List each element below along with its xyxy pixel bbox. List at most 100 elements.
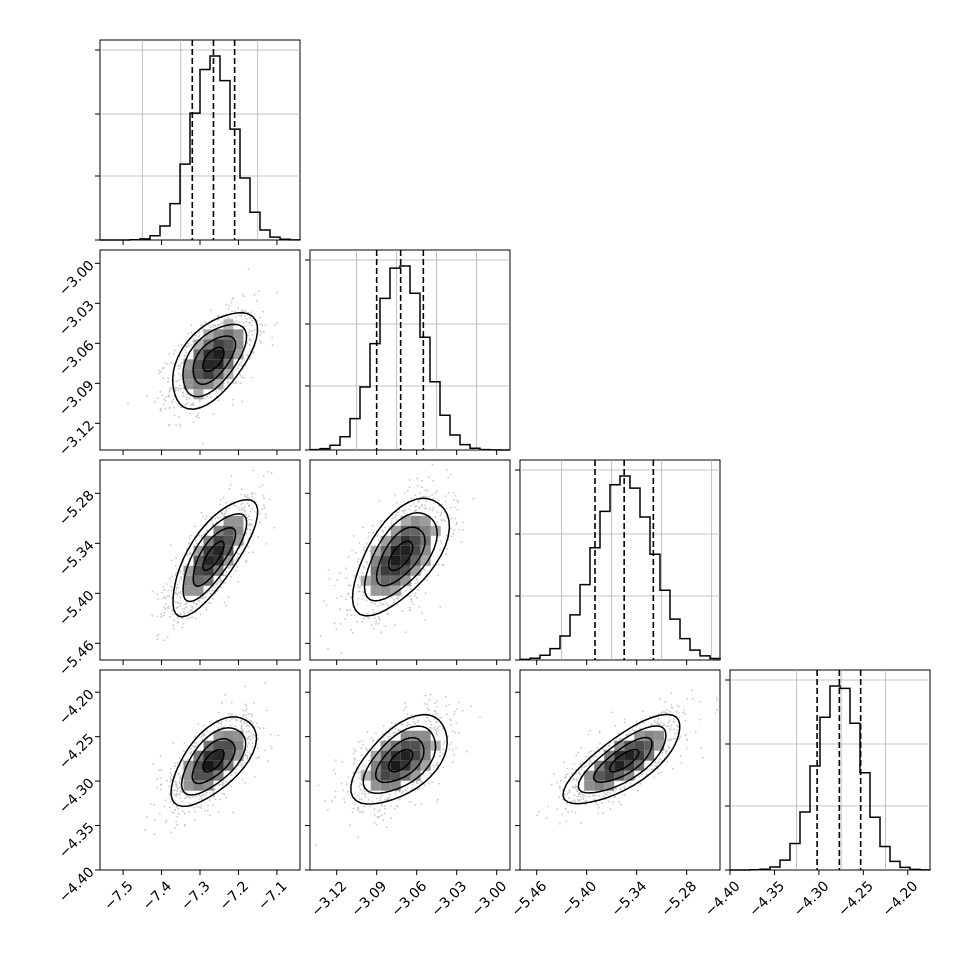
sample-point	[159, 784, 162, 786]
sample-point	[667, 721, 670, 724]
sample-point	[247, 334, 250, 337]
sample-point	[223, 574, 226, 576]
sample-point	[174, 564, 177, 567]
sample-point	[199, 806, 201, 809]
density-cell	[233, 349, 244, 360]
density-cell	[233, 750, 244, 761]
sample-point	[439, 605, 442, 608]
sample-point	[352, 752, 355, 755]
sample-point	[239, 373, 242, 376]
sample-point	[186, 402, 189, 404]
sample-point	[221, 792, 224, 795]
sample-point	[658, 760, 660, 763]
sample-point	[249, 529, 252, 532]
sample-point	[577, 793, 580, 796]
sample-point	[163, 639, 166, 642]
sample-point	[424, 694, 427, 697]
sample-point	[377, 622, 380, 625]
sample-point	[450, 535, 453, 538]
sample-point	[177, 389, 180, 392]
sample-point	[158, 813, 161, 815]
sample-point	[173, 374, 176, 377]
sample-point	[567, 772, 569, 775]
sample-point	[173, 619, 176, 622]
hist-panel-p2	[515, 459, 721, 665]
density-cell	[614, 770, 625, 781]
sample-point	[171, 559, 173, 562]
sample-point	[409, 608, 412, 611]
sample-point	[424, 500, 427, 502]
sample-point	[187, 611, 190, 614]
sample-point	[361, 620, 363, 623]
density-cell	[370, 780, 381, 791]
sample-point	[558, 785, 561, 788]
sample-point	[167, 377, 170, 380]
sample-point	[442, 753, 444, 756]
sample-point	[380, 805, 383, 807]
sample-point	[240, 719, 242, 722]
sample-point	[241, 400, 244, 403]
sample-point	[427, 709, 430, 711]
sample-point	[213, 589, 215, 592]
sample-point	[376, 797, 378, 800]
sample-point	[205, 515, 208, 517]
sample-point	[228, 487, 231, 490]
sample-point	[357, 809, 360, 812]
sample-point	[345, 577, 348, 579]
y-tick-label: −4.35	[56, 820, 98, 862]
sample-point	[410, 598, 412, 601]
sample-point	[185, 606, 188, 608]
density-cell	[233, 730, 244, 741]
sample-point	[369, 805, 372, 807]
sample-point	[156, 593, 159, 595]
sample-point	[163, 611, 166, 614]
y-tick-label: −3.09	[56, 378, 98, 420]
sample-point	[349, 824, 351, 827]
contour-level	[562, 713, 681, 805]
sample-point	[245, 496, 248, 499]
sample-point	[193, 742, 196, 744]
y-tick-label: −4.40	[56, 864, 98, 906]
sample-point	[408, 479, 411, 481]
sample-point	[424, 619, 427, 621]
density-cell	[223, 339, 234, 350]
sample-point	[379, 799, 382, 802]
sample-point	[659, 698, 661, 700]
sample-point	[241, 502, 244, 505]
sample-point	[245, 561, 247, 564]
sample-point	[673, 732, 676, 735]
sample-point	[170, 778, 173, 781]
density-cell	[203, 359, 214, 370]
density-cell	[213, 565, 224, 576]
sample-point	[229, 566, 232, 569]
sample-point	[660, 721, 662, 724]
sample-point	[671, 767, 674, 770]
sample-point	[659, 758, 661, 761]
sample-point	[613, 790, 616, 793]
sample-point	[656, 762, 659, 764]
sample-point	[225, 796, 228, 799]
density-panel-p3-vs-p2	[515, 669, 721, 875]
sample-point	[191, 607, 194, 610]
sample-point	[410, 582, 413, 585]
contour-level	[375, 736, 425, 784]
sample-point	[397, 729, 400, 732]
sample-point	[668, 710, 671, 713]
sample-point	[443, 519, 445, 521]
sample-point	[394, 722, 397, 725]
density-cell	[420, 545, 431, 556]
density-cell	[203, 545, 214, 556]
sample-point	[416, 577, 418, 580]
sample-point	[437, 574, 439, 577]
sample-point	[189, 412, 191, 415]
sample-point	[230, 301, 233, 304]
sample-point	[579, 791, 581, 794]
sample-point	[270, 472, 273, 475]
density-cell	[193, 780, 204, 791]
sample-point	[246, 708, 248, 710]
sample-point	[199, 324, 202, 327]
sample-point	[231, 718, 233, 720]
density-cell	[624, 760, 635, 771]
sample-point	[172, 624, 175, 627]
sample-point	[176, 805, 178, 808]
